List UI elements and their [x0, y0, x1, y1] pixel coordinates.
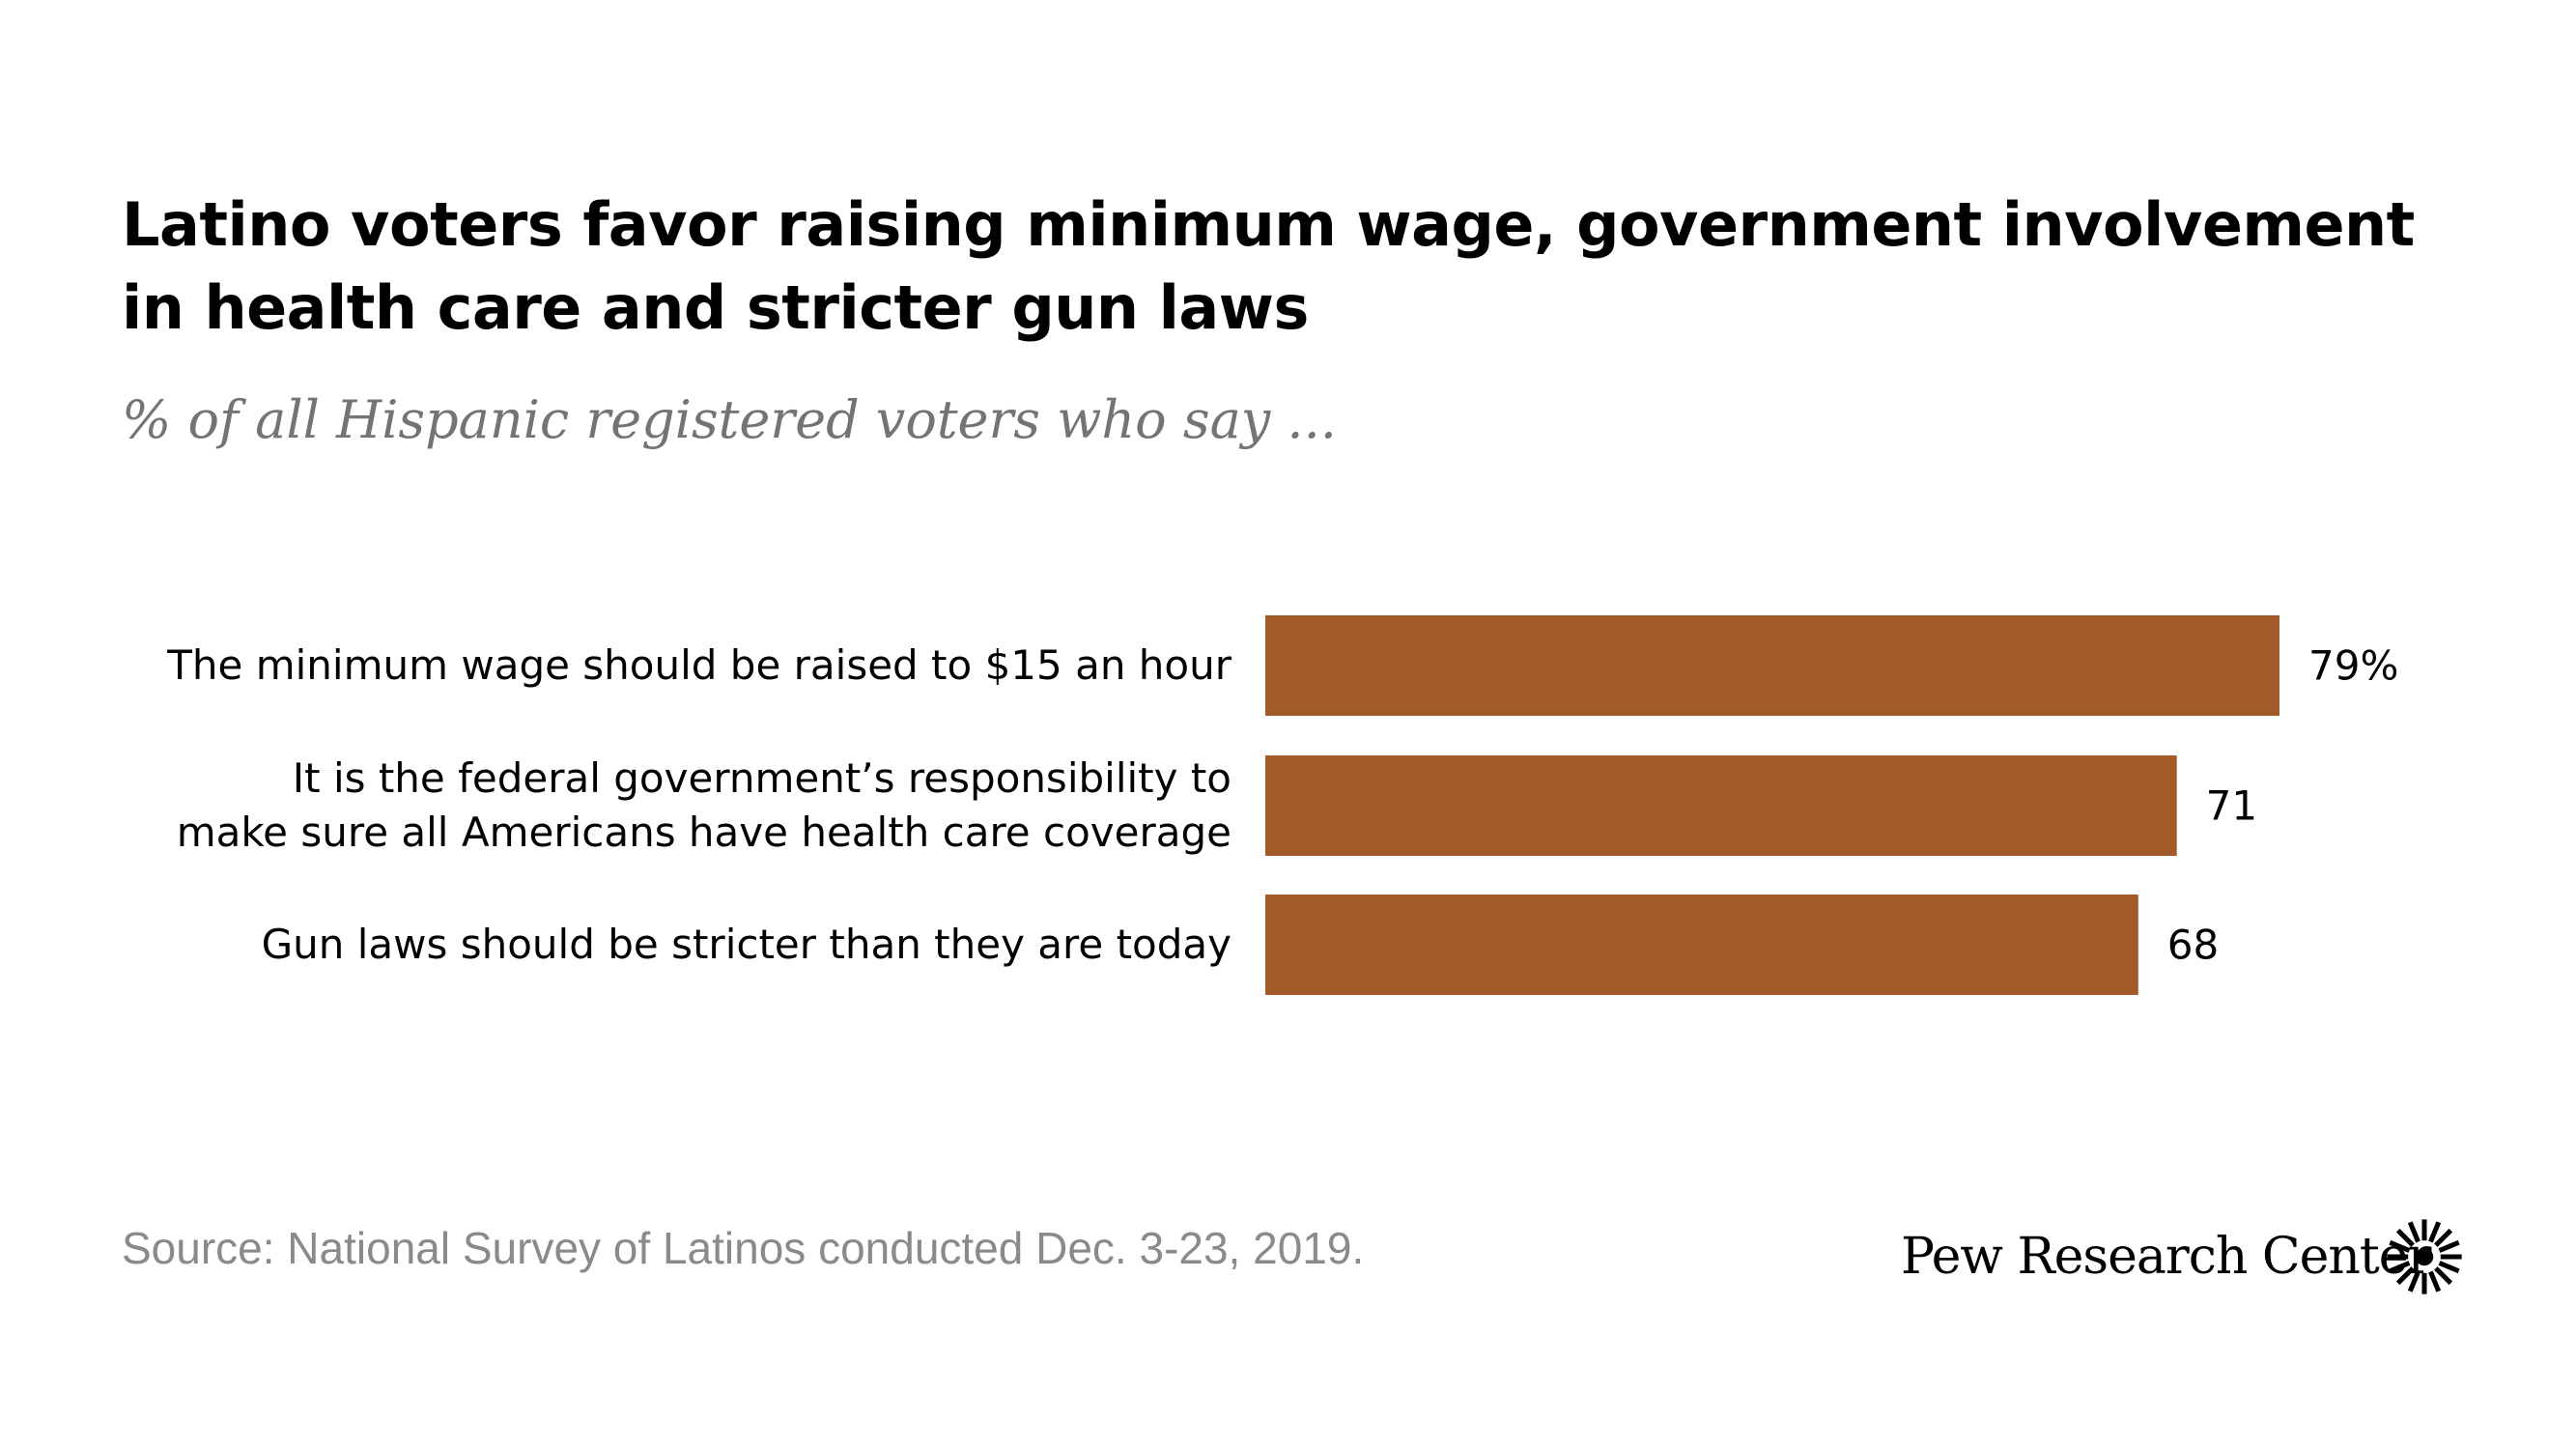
- logo-ray: [2428, 1221, 2442, 1243]
- logo-ray: [2407, 1221, 2420, 1243]
- logo-ray: [2395, 1266, 2415, 1286]
- source-note: Source: National Survey of Latinos condu…: [122, 1223, 1365, 1273]
- category-label-2: It is the federal government’s responsib…: [72, 752, 1231, 860]
- bar-2: [1265, 755, 2177, 856]
- logo-ray: [2438, 1261, 2460, 1274]
- brand-name: Pew Research Center: [1901, 1228, 2431, 1286]
- category-label-line: It is the federal government’s responsib…: [292, 754, 1231, 802]
- category-label-line: Gun laws should be stricter than they ar…: [261, 921, 1231, 968]
- chart-subtitle: % of all Hispanic registered voters who …: [122, 389, 1337, 450]
- logo-ray: [2434, 1266, 2453, 1286]
- logo-ray: [2428, 1270, 2442, 1293]
- chart-title: Latino voters favor raising minimum wage…: [122, 189, 2415, 343]
- logo-ray: [2407, 1270, 2420, 1293]
- category-label-1: The minimum wage should be raised to $15…: [72, 639, 1231, 693]
- logo-ray: [2395, 1228, 2415, 1247]
- value-label-1: 79%: [2308, 642, 2398, 690]
- value-label-3: 68: [2167, 922, 2219, 969]
- logo-ray: [2434, 1228, 2453, 1247]
- logo-ray: [2389, 1261, 2411, 1274]
- logo-ray: [2438, 1239, 2460, 1253]
- bar-3: [1265, 895, 2138, 995]
- category-label-line: make sure all Americans have health care…: [176, 809, 1231, 856]
- category-label-line: The minimum wage should be raised to $15…: [167, 641, 1231, 689]
- value-label-2: 71: [2206, 782, 2257, 830]
- bar-1: [1265, 615, 2279, 716]
- category-label-3: Gun laws should be stricter than they ar…: [72, 918, 1231, 972]
- pew-sunburst-logo-icon: [2387, 1219, 2462, 1294]
- logo-ray: [2389, 1239, 2411, 1253]
